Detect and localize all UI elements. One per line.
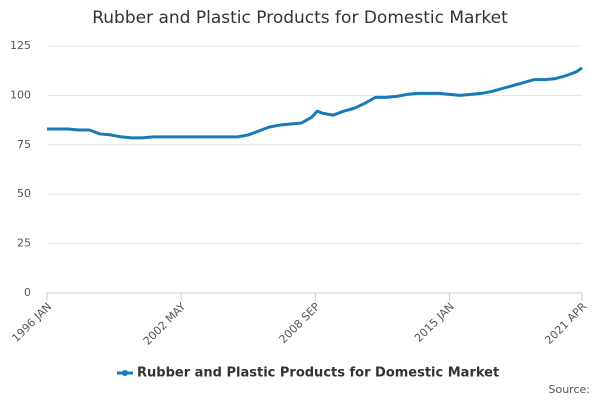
- x-tick-label: 2008 SEP: [277, 300, 323, 346]
- x-tick-label: 2015 JAN: [412, 300, 457, 345]
- source-note: Source:: [549, 383, 591, 396]
- legend-marker: [122, 370, 128, 376]
- y-tick-label: 50: [17, 187, 31, 200]
- chart-title: Rubber and Plastic Products for Domestic…: [92, 8, 508, 28]
- y-tick-label: 125: [10, 39, 31, 52]
- x-tick-label: 2021 APR: [542, 300, 589, 347]
- y-tick-label: 25: [17, 237, 31, 250]
- y-tick-label: 75: [17, 138, 31, 151]
- y-tick-label: 0: [24, 286, 31, 299]
- y-tick-label: 100: [10, 88, 31, 101]
- data-line: [47, 66, 583, 140]
- x-tick-label: 2002 MAY: [141, 300, 189, 348]
- x-tick-label: 1996 JAN: [9, 300, 54, 345]
- legend-label: Rubber and Plastic Products for Domestic…: [137, 366, 499, 381]
